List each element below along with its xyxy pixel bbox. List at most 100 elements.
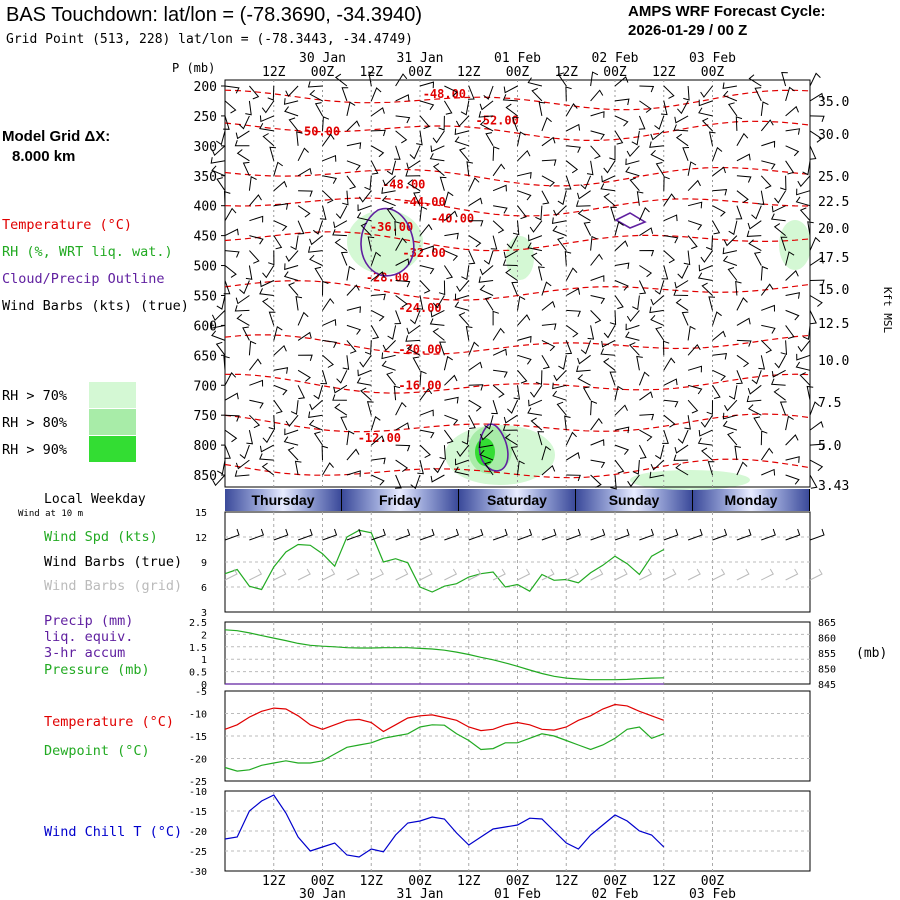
section-wind-barb-516 xyxy=(609,371,617,386)
section-wind-barb-158 xyxy=(405,170,421,177)
top-time-label-4: 12Z xyxy=(457,65,481,80)
section-wind-barb-22 xyxy=(748,74,762,87)
section-wind-barb-426 xyxy=(242,326,250,341)
isotherm-label-3: -48.00 xyxy=(382,178,425,192)
section-wind-barb-539 xyxy=(552,390,567,401)
section-wind-barb-413 xyxy=(541,323,557,330)
section-wind-barb-453 xyxy=(298,354,313,361)
section-wind-barb-592 xyxy=(639,429,653,442)
section-wind-barb-266 xyxy=(614,221,624,236)
wind-barb-grid-24 xyxy=(809,568,823,581)
section-wind-barb-596 xyxy=(722,420,738,431)
section-wind-barb-325 xyxy=(223,280,231,295)
section-wind-barb-442 xyxy=(625,331,640,341)
section-wind-barb-381 xyxy=(371,309,385,322)
isotherm-label-10: -20.00 xyxy=(398,342,441,356)
section-wind-barb-36 xyxy=(479,100,494,111)
section-wind-barb-349 xyxy=(809,279,825,287)
section-wind-barb-229 xyxy=(313,220,323,235)
section-wind-barb-311 xyxy=(479,265,494,276)
top-time-label-7: 00Z xyxy=(603,65,627,80)
section-wind-barb-402 xyxy=(268,311,276,326)
section-wind-barb-478 xyxy=(297,369,311,382)
section-wind-barb-626 xyxy=(235,459,250,470)
section-wind-barb-345 xyxy=(697,272,713,281)
section-wind-barb-670 xyxy=(707,461,715,476)
section-wind-barb-556 xyxy=(366,401,374,416)
section-wind-barb-332 xyxy=(395,280,411,288)
section-wind-barb-54 xyxy=(314,102,323,117)
section-wind-barb-593 xyxy=(662,429,669,444)
section-wind-barb-553 xyxy=(285,414,299,427)
section-wind-barb-209 xyxy=(443,191,454,206)
section-wind-barb-588 xyxy=(530,417,543,431)
section-wind-barb-668 xyxy=(649,471,664,479)
wind-barb-grid-18 xyxy=(663,568,677,581)
section-wind-barb-44 xyxy=(677,100,689,115)
section-wind-barb-414 xyxy=(566,324,579,338)
section-wind-barb-367 xyxy=(632,295,640,311)
section-wind-barb-342 xyxy=(638,280,647,295)
section-wind-barb-352 xyxy=(259,288,274,296)
section-wind-barb-373 xyxy=(785,292,801,299)
section-wind-barb-547 xyxy=(746,395,762,403)
isotherm-label-9: -24.00 xyxy=(398,301,441,315)
grid-point-label: Grid Point (513, 228) lat/lon = (-78.344… xyxy=(6,32,413,47)
section-wind-barb-541 xyxy=(614,385,624,401)
section-wind-barb-674 xyxy=(809,474,818,489)
chill-panel-ytick-label-4: -10 xyxy=(189,787,207,798)
section-wind-barb-270 xyxy=(706,235,713,251)
section-wind-barb-392 xyxy=(626,310,640,323)
model-grid-label: Model Grid ΔX: xyxy=(2,128,111,145)
isotherm-line-1 xyxy=(224,120,811,141)
local-weekday-label: Local Weekday xyxy=(44,492,146,507)
wind-barb-grid-9 xyxy=(444,568,458,581)
section-wind-barb-196 xyxy=(736,190,749,204)
section-wind-barb-554 xyxy=(308,411,323,419)
section-wind-barb-167 xyxy=(625,166,640,177)
section-wind-barb-51 xyxy=(238,115,250,130)
section-wind-barb-465 xyxy=(577,354,591,365)
pressure-tick-label-7: 550 xyxy=(194,289,217,304)
section-wind-barb-320 xyxy=(698,264,713,272)
section-wind-barb-210 xyxy=(468,197,483,207)
top-time-label-5: 00Z xyxy=(506,65,530,80)
section-wind-barb-293 xyxy=(663,250,676,264)
section-wind-barb-220 xyxy=(712,205,726,217)
section-wind-barb-9 xyxy=(444,85,458,97)
section-wind-barb-95 xyxy=(701,117,713,132)
section-wind-barb-673 xyxy=(785,474,800,485)
section-wind-barb-645 xyxy=(701,447,713,461)
section-wind-barb-20 xyxy=(700,85,713,98)
section-wind-barb-327 xyxy=(259,280,275,288)
pressure-axis-label: P (mb) xyxy=(172,61,215,75)
section-wind-barb-3 xyxy=(285,85,299,97)
pressure-tick-label-0: 200 xyxy=(194,80,217,95)
section-wind-barb-176 xyxy=(248,176,257,191)
section-wind-barb-284 xyxy=(444,250,459,261)
section-wind-barb-408 xyxy=(406,324,421,335)
wind-barb-grid-10 xyxy=(468,568,482,581)
section-wind-barb-452 xyxy=(273,344,287,356)
section-wind-barb-561 xyxy=(484,415,494,430)
section-wind-barb-13 xyxy=(527,77,543,87)
section-wind-barb-655 xyxy=(346,470,361,477)
section-wind-barb-300 xyxy=(224,265,237,278)
section-wind-barb-360 xyxy=(454,293,469,301)
section-wind-barb-511 xyxy=(492,384,505,398)
section-wind-barb-137 xyxy=(517,149,531,162)
forecast-cycle-date: 2026-01-29 / 00 Z xyxy=(628,22,748,39)
section-wind-barb-202 xyxy=(273,203,289,210)
section-wind-barb-495 xyxy=(712,369,726,381)
section-wind-barb-395 xyxy=(708,296,716,311)
section-wind-barb-644 xyxy=(673,454,689,461)
section-wind-barb-354 xyxy=(322,280,329,296)
rh70-swatch xyxy=(89,382,136,408)
rh-area-2 xyxy=(779,220,811,270)
temp-panel-ytick-label-2: -15 xyxy=(189,732,207,743)
section-wind-barb-252 xyxy=(273,235,283,250)
pressure-right-tick-0: 845 xyxy=(818,680,836,691)
section-wind-barb-609 xyxy=(439,445,446,460)
section-wind-barb-289 xyxy=(557,237,567,251)
section-wind-barb-398 xyxy=(785,309,800,321)
